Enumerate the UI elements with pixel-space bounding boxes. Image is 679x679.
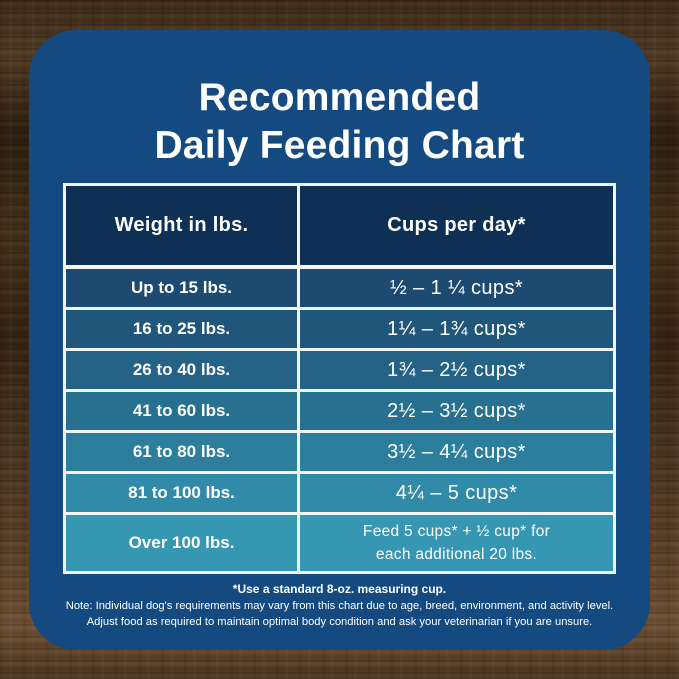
table-row: 26 to 40 lbs. 1¾ – 2½ cups*	[66, 351, 613, 389]
weight-cell: Up to 15 lbs.	[66, 269, 297, 307]
table-row: 41 to 60 lbs. 2½ – 3½ cups*	[66, 392, 613, 430]
feeding-chart-card: Recommended Daily Feeding Chart Weight i…	[29, 30, 650, 650]
page-title: Recommended Daily Feeding Chart	[29, 74, 650, 169]
table-row: Up to 15 lbs. ½ – 1 ¼ cups*	[66, 269, 613, 307]
cups-cell: 1¾ – 2½ cups*	[300, 351, 613, 389]
weight-cell: 16 to 25 lbs.	[66, 310, 297, 348]
feeding-table: Weight in lbs. Cups per day* Up to 15 lb…	[63, 183, 616, 574]
footnote-adjust-line: Adjust food as required to maintain opti…	[86, 615, 593, 628]
table-row: 81 to 100 lbs. 4¼ – 5 cups*	[66, 474, 613, 512]
weight-cell: 41 to 60 lbs.	[66, 392, 297, 430]
table-header-row: Weight in lbs. Cups per day*	[66, 186, 613, 265]
page-title-line1: Recommended	[198, 76, 481, 119]
weight-cell: Over 100 lbs.	[66, 515, 297, 571]
footnotes: *Use a standard 8-oz. measuring cup. Not…	[29, 582, 650, 630]
table-row: 61 to 80 lbs. 3½ – 4¼ cups*	[66, 433, 613, 471]
footnote-measuring-cup: *Use a standard 8-oz. measuring cup.	[232, 582, 447, 596]
footnote-note-line: Note: Individual dog's requirements may …	[65, 600, 614, 612]
cups-cell: Feed 5 cups* + ½ cup* for each additiona…	[300, 515, 613, 571]
table-row: 16 to 25 lbs. 1¼ – 1¾ cups*	[66, 310, 613, 348]
weight-cell: 26 to 40 lbs.	[66, 351, 297, 389]
weight-cell: 81 to 100 lbs.	[66, 474, 297, 512]
table-row: Over 100 lbs. Feed 5 cups* + ½ cup* for …	[66, 515, 613, 571]
cups-cell: 4¼ – 5 cups*	[300, 474, 613, 512]
column-header-weight: Weight in lbs.	[66, 186, 297, 265]
page-title-line2: Daily Feeding Chart	[154, 123, 525, 167]
weight-cell: 61 to 80 lbs.	[66, 433, 297, 471]
cups-cell: 3½ – 4¼ cups*	[300, 433, 613, 471]
column-header-cups: Cups per day*	[300, 186, 613, 265]
cups-cell: ½ – 1 ¼ cups*	[300, 269, 613, 307]
cups-cell: 1¼ – 1¾ cups*	[300, 310, 613, 348]
cups-cell: 2½ – 3½ cups*	[300, 392, 613, 430]
